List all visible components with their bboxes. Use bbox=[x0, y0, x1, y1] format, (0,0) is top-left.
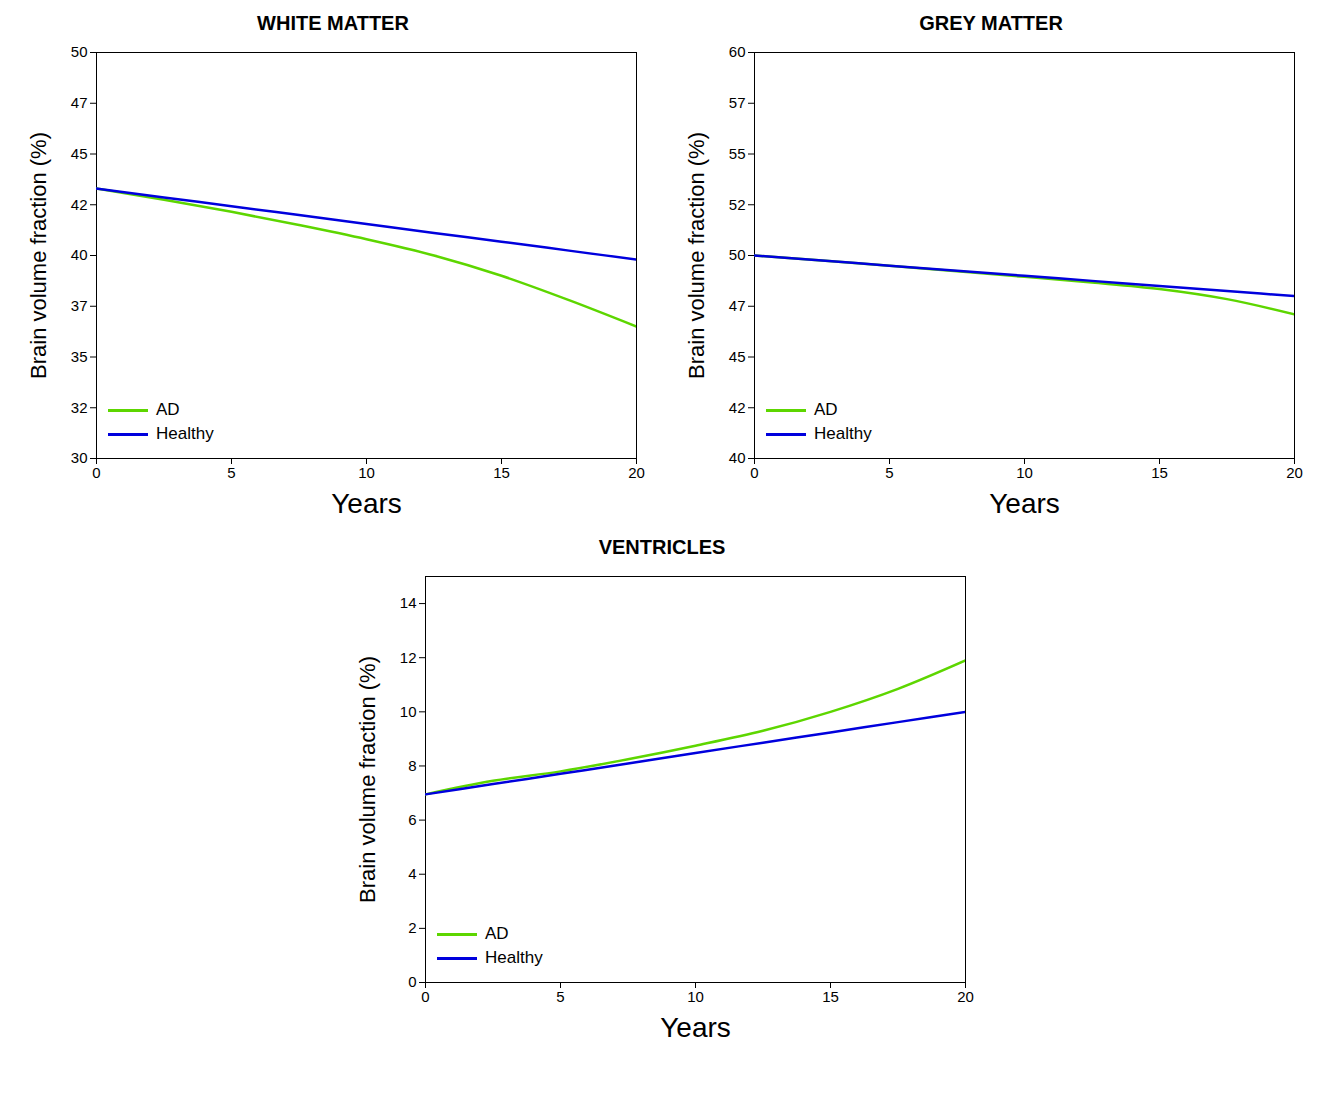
svg-text:57: 57 bbox=[729, 94, 746, 111]
svg-text:10: 10 bbox=[687, 988, 704, 1005]
svg-text:45: 45 bbox=[71, 145, 88, 162]
svg-text:4: 4 bbox=[408, 865, 416, 882]
svg-text:Brain volume fraction (%): Brain volume fraction (%) bbox=[684, 132, 709, 379]
svg-text:2: 2 bbox=[408, 919, 416, 936]
svg-text:42: 42 bbox=[729, 399, 746, 416]
svg-text:6: 6 bbox=[408, 811, 416, 828]
svg-text:52: 52 bbox=[729, 196, 746, 213]
svg-text:20: 20 bbox=[628, 464, 645, 481]
svg-text:20: 20 bbox=[957, 988, 974, 1005]
html-text:AD: AD bbox=[814, 400, 838, 419]
svg-text:Years: Years bbox=[989, 488, 1060, 519]
html-text:Healthy: Healthy bbox=[814, 424, 872, 443]
svg-text:Brain volume fraction (%): Brain volume fraction (%) bbox=[26, 132, 51, 379]
svg-text:32: 32 bbox=[71, 399, 88, 416]
svg-text:Years: Years bbox=[331, 488, 402, 519]
svg-text:15: 15 bbox=[822, 988, 839, 1005]
svg-text:42: 42 bbox=[71, 196, 88, 213]
svg-text:0: 0 bbox=[750, 464, 758, 481]
svg-text:5: 5 bbox=[885, 464, 893, 481]
svg-text:14: 14 bbox=[400, 594, 417, 611]
svg-text:8: 8 bbox=[408, 757, 416, 774]
html-text:VENTRICLES: VENTRICLES bbox=[598, 536, 726, 558]
svg-text:50: 50 bbox=[729, 246, 746, 263]
html-text:WHITE MATTER: WHITE MATTER bbox=[257, 12, 409, 34]
svg-text:5: 5 bbox=[227, 464, 235, 481]
svg-text:35: 35 bbox=[71, 348, 88, 365]
svg-text:5: 5 bbox=[556, 988, 564, 1005]
svg-text:60: 60 bbox=[729, 43, 746, 60]
svg-text:55: 55 bbox=[729, 145, 746, 162]
html-text:Healthy: Healthy bbox=[156, 424, 214, 443]
svg-text:10: 10 bbox=[1016, 464, 1033, 481]
html-text:Healthy: Healthy bbox=[485, 948, 543, 967]
svg-text:40: 40 bbox=[729, 449, 746, 466]
svg-text:20: 20 bbox=[1286, 464, 1303, 481]
svg-text:Brain volume fraction (%): Brain volume fraction (%) bbox=[355, 656, 380, 903]
html-text:AD: AD bbox=[485, 924, 509, 943]
svg-text:40: 40 bbox=[71, 246, 88, 263]
svg-text:0: 0 bbox=[421, 988, 429, 1005]
svg-text:10: 10 bbox=[358, 464, 375, 481]
html-text:GREY MATTER: GREY MATTER bbox=[919, 12, 1063, 34]
svg-text:15: 15 bbox=[1151, 464, 1168, 481]
svg-text:0: 0 bbox=[92, 464, 100, 481]
svg-text:47: 47 bbox=[71, 94, 88, 111]
html-text:AD: AD bbox=[156, 400, 180, 419]
svg-text:Years: Years bbox=[660, 1012, 731, 1043]
svg-text:30: 30 bbox=[71, 449, 88, 466]
svg-text:45: 45 bbox=[729, 348, 746, 365]
svg-text:10: 10 bbox=[400, 703, 417, 720]
svg-text:50: 50 bbox=[71, 43, 88, 60]
svg-text:0: 0 bbox=[408, 973, 416, 990]
svg-text:12: 12 bbox=[400, 649, 417, 666]
svg-text:37: 37 bbox=[71, 297, 88, 314]
svg-text:47: 47 bbox=[729, 297, 746, 314]
svg-text:15: 15 bbox=[493, 464, 510, 481]
